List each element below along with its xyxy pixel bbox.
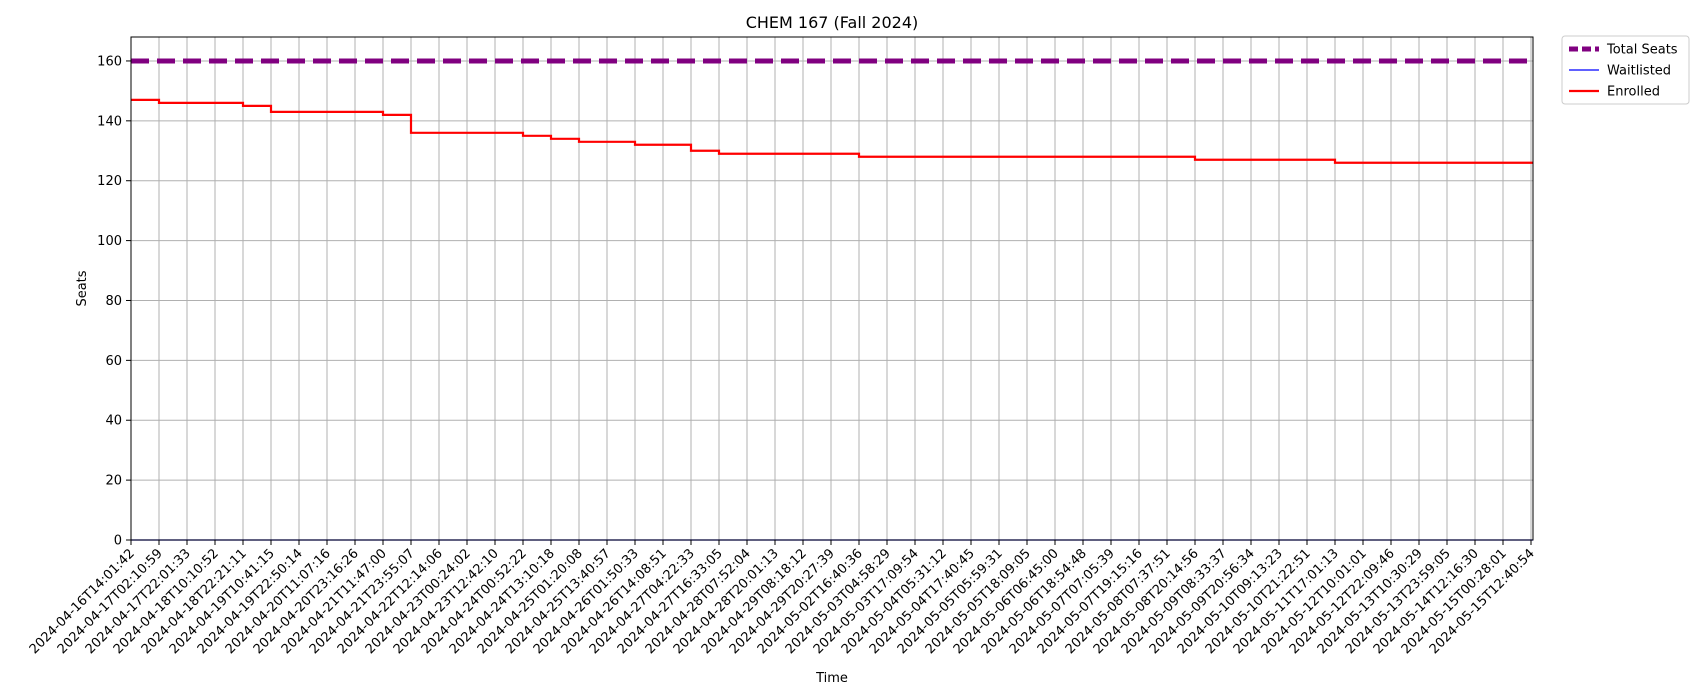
x-axis: 2024-04-16T14:01:422024-04-17T02:10:5920… [27,540,1538,657]
chart-title: CHEM 167 (Fall 2024) [746,13,919,32]
y-axis-title: Seats [75,270,90,306]
y-tick-label: 40 [105,414,122,429]
y-tick-label: 160 [97,54,122,69]
y-tick-label: 100 [97,234,122,249]
y-tick-label: 0 [114,534,122,549]
y-tick-label: 120 [97,174,122,189]
y-tick-label: 140 [97,114,122,129]
x-axis-title: Time [815,671,848,686]
plot-frame [130,36,1534,541]
y-tick-label: 60 [105,354,122,369]
y-axis: 0 20 40 60 80 100 120 140 160 [97,54,131,549]
legend: Total Seats Waitlisted Enrolled [1561,35,1690,105]
y-tick-label: 20 [105,474,122,489]
legend-label-total-seats: Total Seats [1606,43,1678,58]
y-tick-label: 80 [105,294,122,309]
legend-label-enrolled: Enrolled [1607,85,1660,100]
legend-label-waitlisted: Waitlisted [1607,64,1671,79]
grid-layer [130,37,1533,541]
series-enrolled-line [131,98,1533,164]
legend-box [1561,35,1690,105]
